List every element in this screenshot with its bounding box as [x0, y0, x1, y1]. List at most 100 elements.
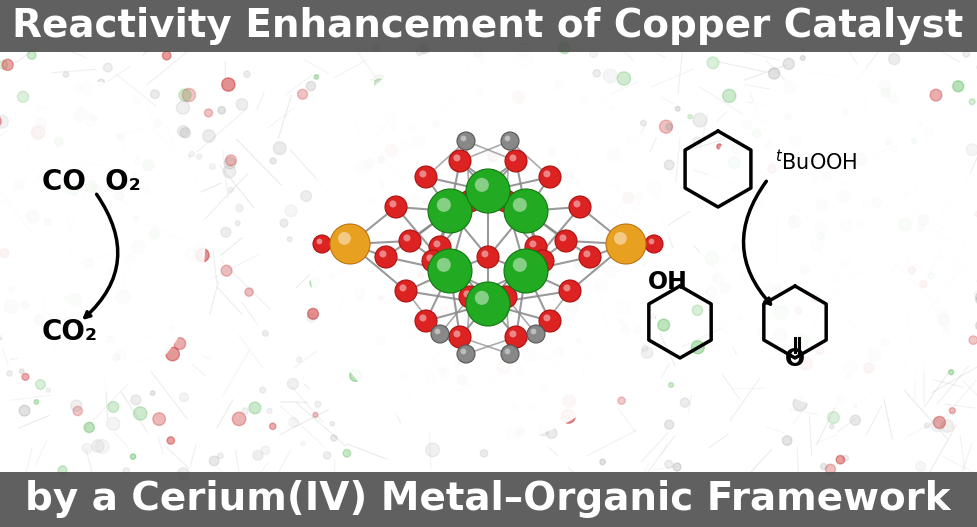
Circle shape: [385, 196, 407, 218]
Circle shape: [429, 236, 451, 258]
Circle shape: [167, 437, 175, 444]
Circle shape: [815, 346, 824, 354]
Circle shape: [452, 305, 458, 311]
Circle shape: [938, 314, 950, 325]
Circle shape: [538, 425, 549, 436]
Circle shape: [616, 301, 629, 315]
Circle shape: [549, 149, 556, 155]
Circle shape: [46, 388, 51, 392]
Circle shape: [536, 255, 543, 261]
Circle shape: [270, 158, 276, 164]
Circle shape: [854, 153, 867, 165]
Circle shape: [59, 466, 66, 475]
Circle shape: [795, 334, 809, 347]
Circle shape: [790, 136, 801, 147]
Circle shape: [374, 75, 384, 85]
Circle shape: [843, 361, 857, 374]
Circle shape: [795, 307, 802, 314]
Circle shape: [457, 132, 475, 150]
Circle shape: [569, 196, 591, 218]
Circle shape: [193, 242, 205, 255]
Circle shape: [944, 327, 949, 333]
Circle shape: [664, 160, 674, 170]
Circle shape: [966, 144, 977, 155]
Circle shape: [799, 357, 812, 370]
Circle shape: [84, 422, 95, 433]
Circle shape: [499, 290, 506, 297]
Circle shape: [463, 194, 471, 201]
Circle shape: [837, 396, 845, 404]
Circle shape: [919, 281, 927, 288]
Circle shape: [74, 108, 87, 121]
Circle shape: [218, 453, 223, 458]
Circle shape: [826, 464, 835, 474]
Circle shape: [881, 88, 890, 97]
Circle shape: [426, 255, 434, 261]
Circle shape: [267, 408, 273, 414]
Circle shape: [641, 120, 646, 126]
FancyBboxPatch shape: [0, 472, 977, 527]
Circle shape: [437, 198, 450, 212]
Circle shape: [707, 57, 719, 69]
Circle shape: [55, 138, 63, 146]
Ellipse shape: [0, 82, 205, 392]
Circle shape: [675, 106, 680, 111]
Circle shape: [594, 279, 608, 293]
Circle shape: [501, 345, 519, 363]
Circle shape: [808, 154, 817, 162]
Circle shape: [563, 395, 575, 407]
Circle shape: [412, 135, 425, 148]
Circle shape: [454, 363, 458, 368]
Circle shape: [600, 459, 606, 465]
Circle shape: [463, 290, 471, 297]
Circle shape: [519, 55, 532, 69]
Circle shape: [618, 319, 623, 324]
Circle shape: [384, 113, 395, 124]
Circle shape: [73, 85, 82, 93]
Circle shape: [785, 113, 791, 120]
Circle shape: [15, 180, 24, 189]
Circle shape: [517, 367, 523, 374]
Circle shape: [499, 289, 503, 293]
Circle shape: [617, 72, 630, 85]
Circle shape: [857, 220, 865, 227]
Circle shape: [579, 246, 601, 268]
Circle shape: [693, 137, 701, 145]
Circle shape: [152, 413, 165, 425]
Circle shape: [564, 285, 571, 291]
Circle shape: [433, 121, 439, 128]
Text: O: O: [785, 347, 805, 371]
Circle shape: [621, 325, 629, 334]
Circle shape: [624, 228, 630, 233]
Circle shape: [853, 403, 857, 407]
Circle shape: [179, 89, 191, 101]
Circle shape: [502, 340, 507, 345]
Circle shape: [315, 75, 319, 79]
Circle shape: [889, 54, 900, 65]
Circle shape: [976, 292, 977, 301]
Circle shape: [733, 244, 741, 253]
Circle shape: [692, 341, 704, 354]
Circle shape: [115, 350, 126, 360]
Circle shape: [20, 369, 24, 374]
Circle shape: [816, 341, 822, 346]
Circle shape: [824, 172, 830, 180]
Circle shape: [419, 315, 426, 321]
Circle shape: [270, 423, 276, 430]
Circle shape: [365, 159, 374, 168]
Circle shape: [509, 154, 517, 161]
Circle shape: [532, 250, 554, 272]
Circle shape: [784, 81, 795, 93]
Circle shape: [135, 158, 141, 164]
Circle shape: [524, 348, 536, 361]
Circle shape: [235, 221, 240, 226]
Circle shape: [789, 216, 796, 222]
Circle shape: [909, 267, 915, 274]
Circle shape: [64, 72, 68, 77]
Circle shape: [576, 180, 580, 184]
Circle shape: [341, 269, 347, 274]
Circle shape: [134, 407, 147, 420]
Circle shape: [115, 192, 124, 200]
Circle shape: [132, 240, 145, 253]
Circle shape: [475, 178, 488, 192]
